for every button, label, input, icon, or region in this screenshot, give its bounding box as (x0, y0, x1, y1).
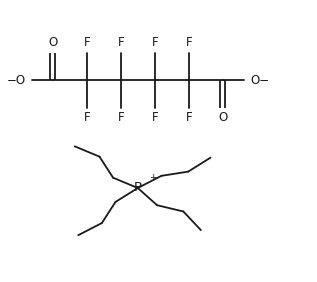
Text: O: O (48, 36, 57, 49)
Text: O−: O− (251, 74, 270, 87)
Text: +: + (150, 173, 157, 182)
Text: F: F (152, 111, 158, 124)
Text: F: F (118, 36, 124, 49)
Text: F: F (185, 111, 192, 124)
Text: F: F (83, 36, 90, 49)
Text: F: F (118, 111, 124, 124)
Text: F: F (185, 36, 192, 49)
Text: O: O (218, 111, 228, 124)
Text: F: F (152, 36, 158, 49)
Text: P: P (134, 182, 142, 195)
Text: F: F (83, 111, 90, 124)
Text: −O: −O (7, 74, 26, 87)
